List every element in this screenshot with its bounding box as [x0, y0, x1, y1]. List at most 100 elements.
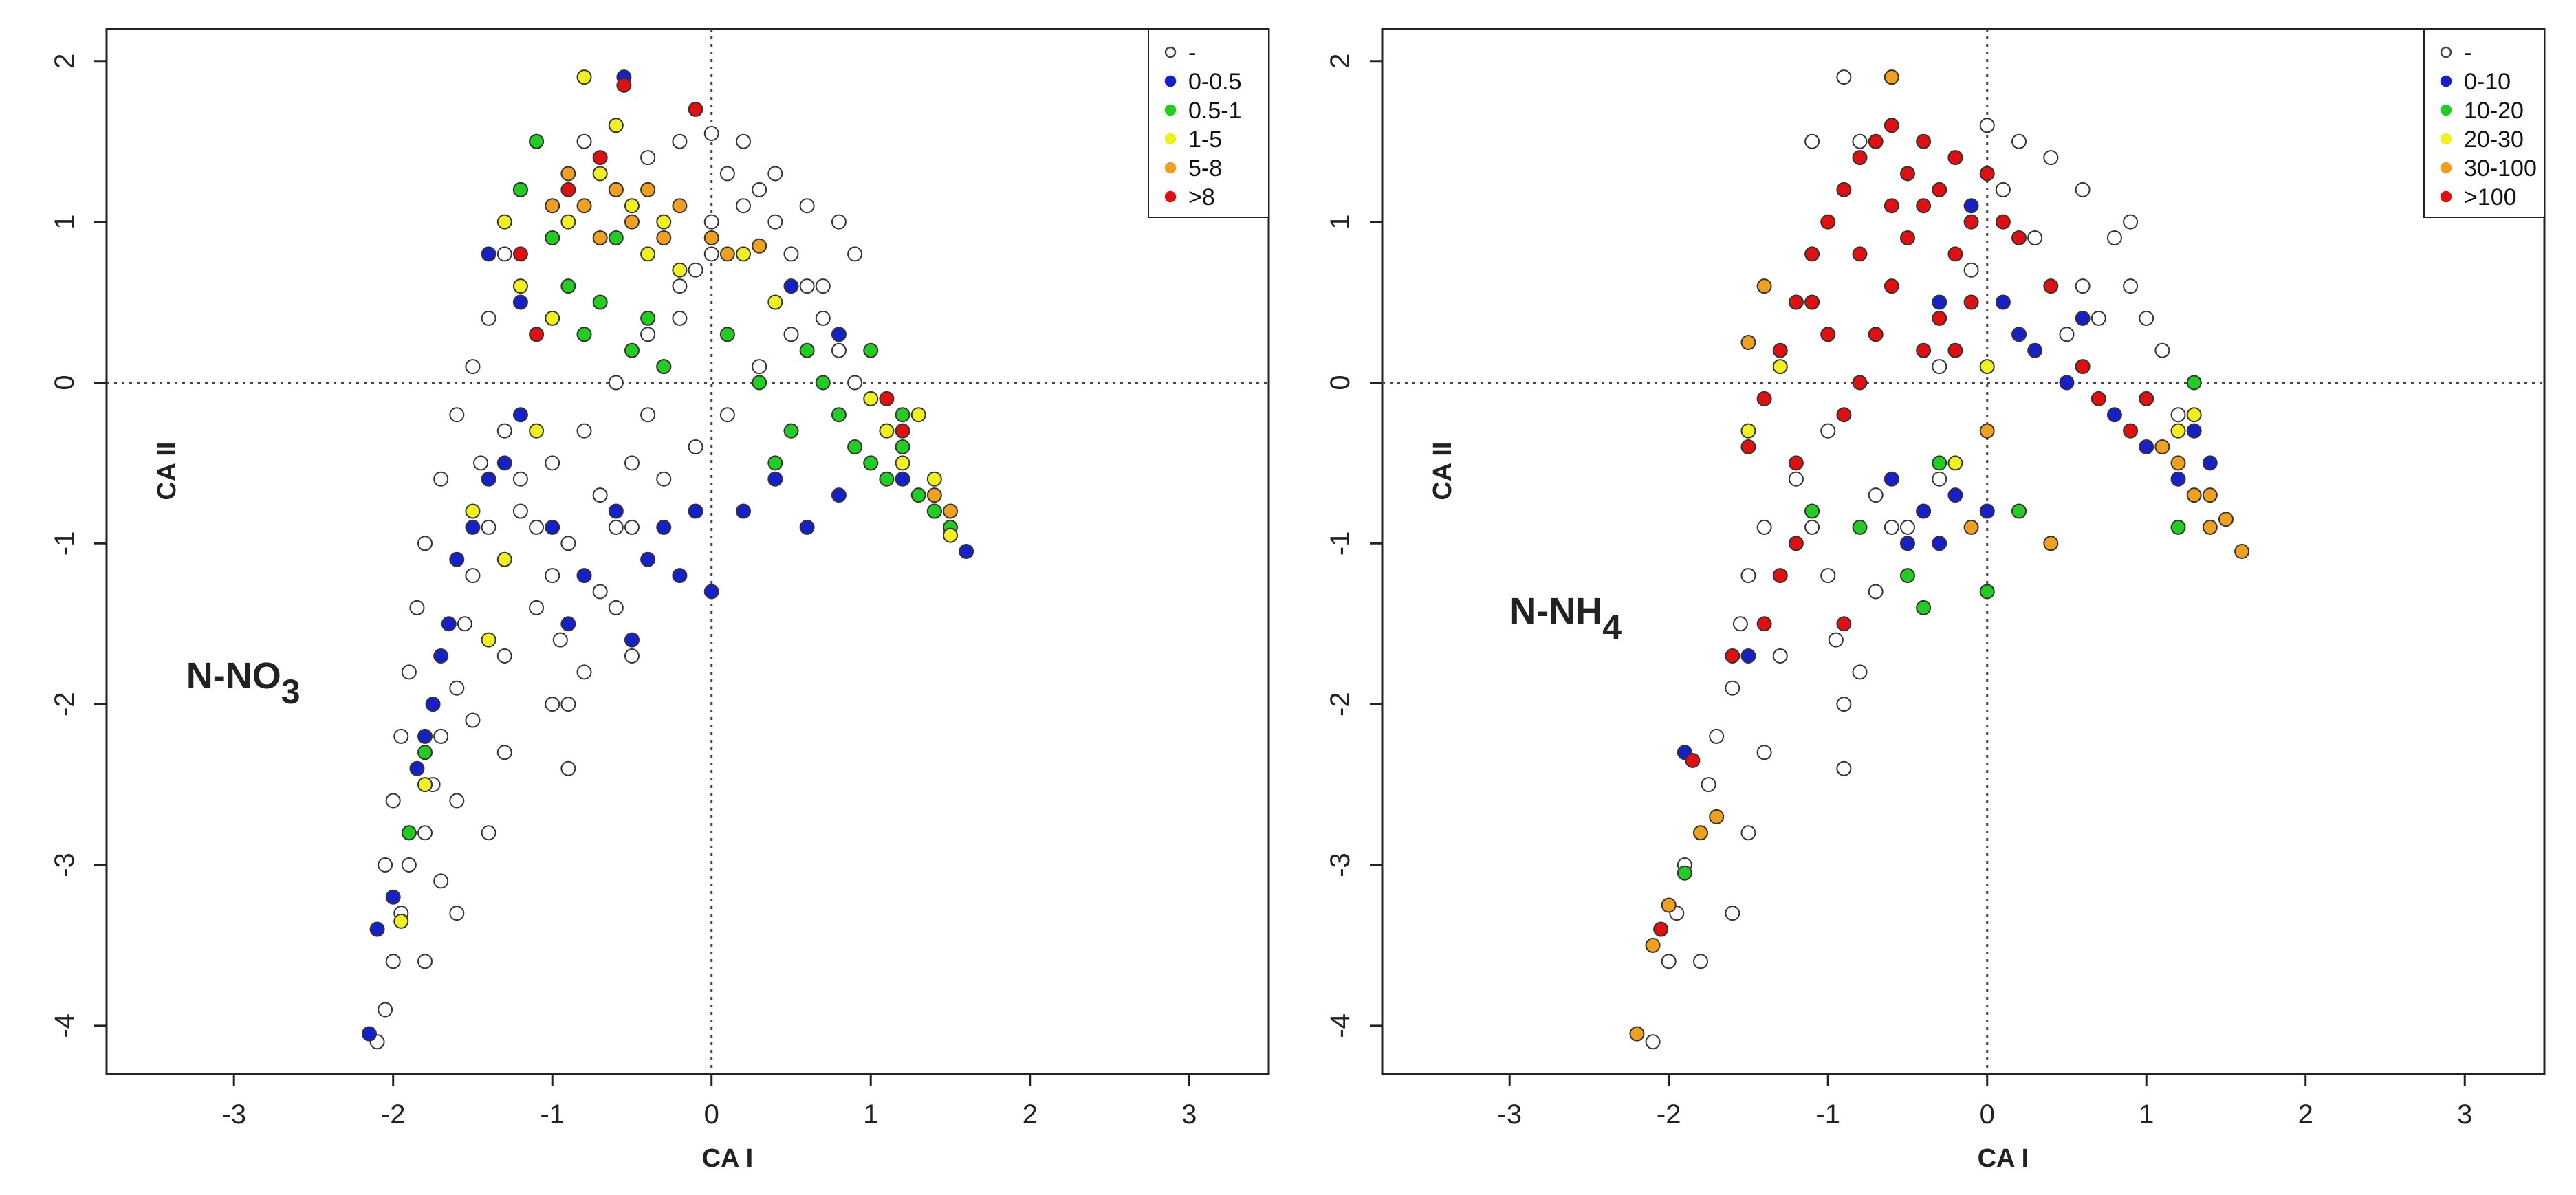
data-point — [1772, 648, 1788, 664]
x-tick-label: -3 — [1497, 1099, 1522, 1130]
data-point — [2091, 391, 2106, 406]
data-point — [863, 455, 879, 471]
x-tick-label: 3 — [2457, 1099, 2472, 1130]
chart-panel-2: -3 -2 -1 0 1 2 3 -4 -3 -2 -1 0 1 2 CA I CA II N-NH4 - 0-10… — [1325, 28, 2546, 1173]
data-point — [1685, 753, 1701, 768]
data-point — [1629, 1026, 1645, 1042]
data-point — [1740, 335, 1756, 350]
x-tick-label: -2 — [1657, 1099, 1681, 1130]
y-tick-label: -2 — [1325, 692, 1355, 716]
data-point — [2186, 375, 2202, 391]
data-point — [799, 198, 815, 214]
data-point — [409, 760, 425, 776]
data-point — [1947, 246, 1963, 262]
y-tick-label: 0 — [50, 375, 80, 390]
data-point — [1820, 214, 1836, 230]
data-point — [465, 712, 481, 728]
legend-label: 20-30 — [2464, 127, 2524, 153]
data-point — [2059, 327, 2075, 342]
data-point — [1740, 825, 1756, 841]
data-point — [576, 568, 592, 584]
legend-box — [1148, 28, 1269, 218]
data-point — [1995, 294, 2011, 310]
annotation-label: N-NH4 — [1509, 591, 1622, 646]
series-3 — [401, 133, 958, 841]
data-point — [385, 889, 401, 905]
data-point — [942, 503, 958, 519]
legend-marker — [2440, 46, 2452, 58]
data-point — [656, 359, 672, 375]
data-point — [831, 327, 847, 342]
data-point — [2202, 519, 2218, 535]
data-point — [1836, 69, 1852, 85]
plot-frame — [1381, 28, 2546, 1075]
data-point — [624, 214, 640, 230]
data-point — [2011, 230, 2027, 245]
data-point — [1732, 616, 1748, 632]
data-point — [1995, 182, 2011, 197]
data-point — [481, 519, 496, 535]
data-point — [736, 246, 752, 262]
data-point — [640, 551, 656, 567]
data-point — [831, 487, 847, 503]
data-point — [2091, 310, 2106, 326]
series-1 — [1645, 69, 2186, 1050]
data-point — [512, 294, 528, 310]
data-point — [1899, 166, 1915, 182]
data-point — [449, 906, 465, 921]
data-point — [2139, 391, 2154, 406]
series-5 — [545, 166, 958, 519]
data-point — [879, 471, 895, 487]
data-point — [799, 278, 815, 294]
y-tick-label: -2 — [50, 692, 80, 716]
data-point — [2043, 536, 2059, 551]
data-point — [1725, 906, 1740, 921]
data-point — [1836, 697, 1852, 712]
legend-marker — [1164, 46, 1177, 58]
data-point — [1772, 342, 1788, 358]
y-tick-label: -3 — [1325, 853, 1355, 877]
data-point — [624, 455, 640, 471]
legend-label: 0-10 — [2464, 69, 2511, 95]
data-point — [417, 745, 433, 760]
data-point — [1979, 503, 1995, 519]
data-point — [624, 198, 640, 214]
data-point — [1899, 568, 1915, 584]
data-point — [752, 359, 767, 375]
data-point — [592, 150, 608, 166]
data-point — [767, 455, 783, 471]
data-point — [529, 133, 545, 149]
data-point — [1788, 455, 1804, 471]
legend-label: 30-100 — [2464, 155, 2537, 182]
legend-marker — [2440, 75, 2452, 87]
data-point — [2123, 214, 2139, 230]
data-point — [703, 246, 719, 262]
y-axis-title: CA II — [153, 441, 182, 500]
data-point — [512, 407, 528, 423]
data-point — [703, 126, 719, 141]
data-point — [560, 182, 576, 197]
data-point — [512, 182, 528, 197]
y-tick-label: 1 — [1325, 214, 1355, 229]
data-point — [1709, 728, 1725, 744]
data-point — [1884, 278, 1899, 294]
data-point — [378, 1002, 393, 1018]
data-point — [417, 728, 433, 744]
data-point — [409, 600, 425, 615]
data-point — [1916, 133, 1932, 149]
x-tick-label: 0 — [1980, 1099, 1995, 1130]
data-point — [640, 327, 656, 342]
data-point — [1836, 182, 1852, 197]
data-point — [2202, 455, 2218, 471]
data-point — [1884, 69, 1899, 85]
x-tick-label: 3 — [1181, 1099, 1197, 1130]
data-point — [2075, 359, 2091, 375]
annotation-text: N-NO — [186, 655, 281, 697]
y-tick-label: -1 — [1325, 531, 1355, 556]
data-point — [1852, 133, 1868, 149]
data-point — [863, 342, 879, 358]
data-point — [624, 342, 640, 358]
data-point — [672, 568, 688, 584]
